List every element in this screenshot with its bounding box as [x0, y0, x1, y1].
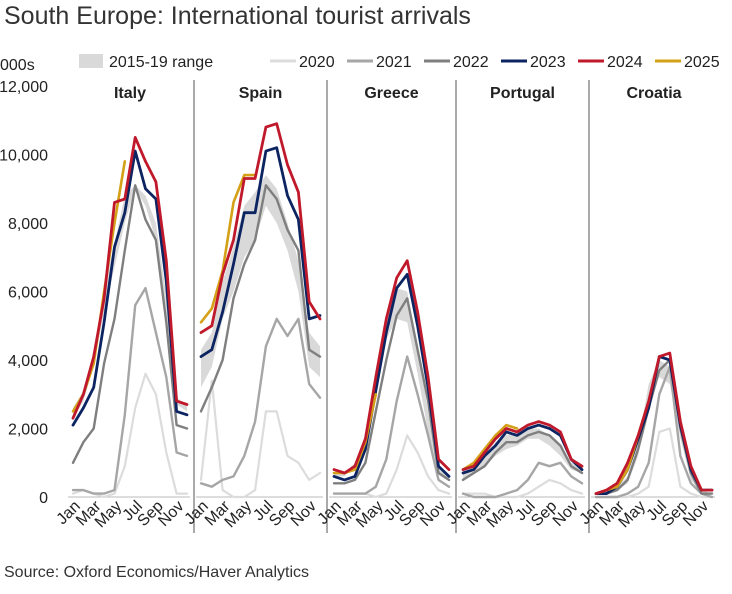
- legend-label-2025: 2025: [684, 54, 720, 71]
- series-line-2022: [199, 184, 322, 413]
- legend-swatch-2015-19-range: [79, 54, 103, 68]
- legend-label-2015-19-range: 2015-19 range: [109, 54, 213, 71]
- series-line-2025: [199, 173, 257, 324]
- series-line-2024: [71, 135, 189, 420]
- series-line-2022: [461, 430, 584, 482]
- series-line-2024: [332, 259, 451, 475]
- y-tick-label: 10,000: [0, 148, 48, 165]
- panel-title: Portugal: [490, 85, 555, 102]
- series-line-2020: [461, 478, 584, 499]
- series-line-2021: [71, 286, 189, 495]
- series-line-2021: [594, 365, 714, 499]
- y-tick-label: 4,000: [8, 353, 48, 370]
- series-line-2025: [71, 160, 127, 413]
- series-line-2022: [71, 184, 189, 464]
- y-tick-label: 6,000: [8, 285, 48, 302]
- panels: ItalyJanMarMayJulSepNovSpainJanMarMayJul…: [54, 80, 715, 533]
- legend-label-2023: 2023: [530, 54, 566, 71]
- series-line-2023: [199, 146, 322, 359]
- legend: 2015-19 range 2020 2021 2022 2023 2024 2025: [79, 54, 720, 71]
- y-axis-unit-label: 000s: [0, 57, 35, 74]
- range-area-2015-19: [463, 428, 582, 480]
- series-line-2024: [199, 122, 322, 335]
- x-tick-label: Nov: [680, 498, 712, 530]
- series-line-2020: [199, 379, 322, 499]
- x-tick-label: May: [484, 498, 517, 531]
- y-tick-label: 12,000: [0, 79, 48, 96]
- legend-label-2024: 2024: [607, 54, 643, 71]
- legend-label-2022: 2022: [453, 54, 489, 71]
- legend-label-2021: 2021: [376, 54, 412, 71]
- x-tick-label: Nov: [550, 498, 582, 530]
- series-line-2024: [594, 351, 714, 496]
- y-tick-label: 8,000: [8, 216, 48, 233]
- x-tick-label: May: [222, 498, 255, 531]
- range-area-2015-19: [73, 185, 187, 419]
- range-area-2015-19: [334, 288, 449, 480]
- panel-title: Greece: [364, 85, 418, 102]
- series-line-2025: [461, 423, 519, 471]
- series-line-2021: [332, 355, 451, 495]
- panel-title: Spain: [239, 85, 283, 102]
- series-line-2021: [199, 317, 322, 488]
- x-tick-label: Nov: [288, 498, 320, 530]
- series-line-2024: [461, 420, 584, 472]
- y-tick-label: 2,000: [8, 422, 48, 439]
- series-line-2021: [461, 461, 584, 499]
- series-line-2022: [332, 297, 451, 485]
- source-note: Source: Oxford Economics/Haver Analytics: [4, 564, 310, 581]
- chart-title: South Europe: International tourist arri…: [4, 2, 471, 30]
- panel-title: Italy: [114, 85, 146, 102]
- y-tick-label: 0: [39, 490, 48, 507]
- legend-label-2020: 2020: [299, 54, 335, 71]
- panel-title: Croatia: [626, 85, 681, 102]
- y-axis: 0 2,000 4,000 6,000 8,000 10,000 12,000: [0, 79, 48, 507]
